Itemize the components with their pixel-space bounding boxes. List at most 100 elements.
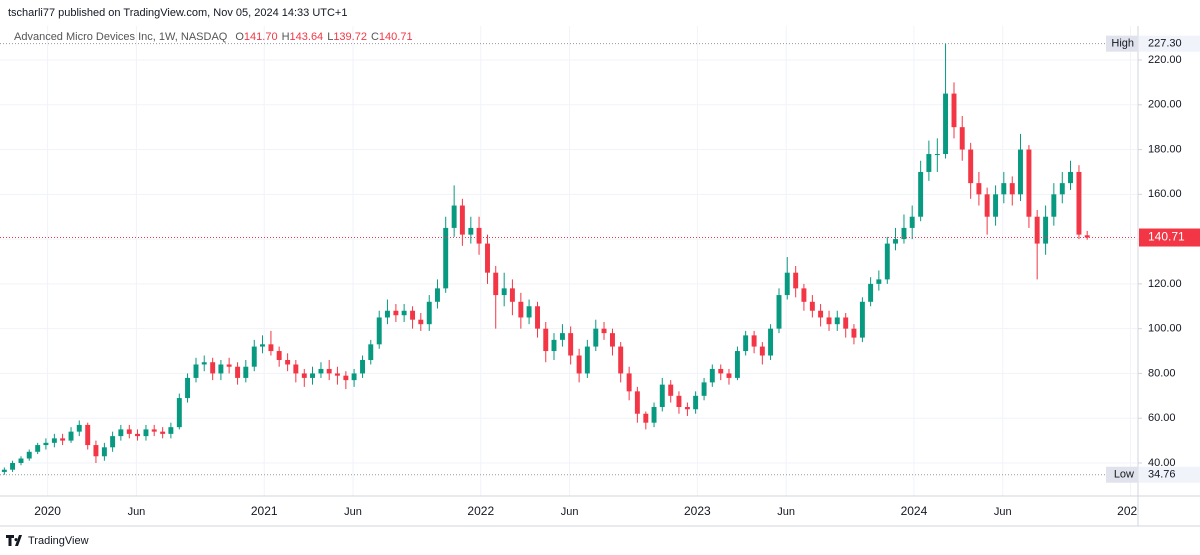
candle-body [485, 243, 490, 273]
candle-body [909, 216, 915, 228]
candle-body [401, 310, 407, 316]
candle-body [201, 362, 207, 365]
marker-value-box [1139, 466, 1200, 483]
marker-value: 227.30 [1148, 38, 1182, 50]
candle-body [384, 310, 390, 318]
candle-body [176, 398, 182, 428]
x-tick-label: 2025 [1117, 504, 1144, 518]
x-tick-label: 2023 [684, 504, 711, 518]
candle-body [543, 328, 549, 352]
candle-body [118, 429, 124, 437]
candle-body [418, 319, 424, 325]
candle-body [351, 373, 357, 381]
marker-label-box [1106, 466, 1138, 483]
candle-body [1059, 183, 1065, 195]
candle-body [518, 301, 524, 318]
x-tick-label: 2022 [467, 504, 494, 518]
candle-body [326, 368, 332, 374]
candle-body [10, 462, 16, 470]
last-price-box [1139, 228, 1200, 247]
y-axis: 40.0060.0080.00100.00120.00140.00160.001… [1138, 54, 1182, 469]
candle-body [509, 288, 515, 302]
ohlc-value: 140.71 [379, 31, 413, 43]
candle-body [1009, 183, 1015, 195]
candle-body [43, 442, 49, 446]
y-tick-label: 100.00 [1148, 323, 1182, 335]
candle-body [1043, 216, 1049, 244]
candle-body [726, 373, 732, 378]
candle-body [1076, 171, 1082, 235]
candle-body [85, 424, 91, 446]
candle-body [1018, 149, 1023, 195]
candle-body [668, 384, 674, 396]
candle-body [1034, 216, 1040, 244]
candle-body [934, 154, 940, 156]
ohlc-key: C [371, 31, 379, 43]
candle-body [135, 433, 140, 437]
candle-body [459, 205, 465, 235]
candle-body [310, 373, 315, 378]
y-tick-label: 40.00 [1148, 457, 1176, 469]
candle-body [768, 328, 774, 356]
candle-body [701, 382, 707, 396]
y-tick-label: 60.00 [1148, 412, 1176, 424]
candle-body [443, 227, 449, 289]
y-tick-label: 180.00 [1148, 143, 1182, 155]
candle-body [1084, 235, 1090, 238]
footer-logo [6, 535, 22, 546]
candle-body [601, 328, 607, 334]
candle-body [851, 328, 857, 338]
candle-body [584, 346, 590, 374]
x-tick-label: Jun [344, 506, 362, 518]
candle-body [618, 346, 624, 374]
candle-body [693, 395, 699, 410]
marker-label: Low [1114, 469, 1134, 481]
candle-body [535, 306, 540, 329]
candle-body [226, 364, 232, 367]
y-tick-label: 160.00 [1148, 188, 1182, 200]
y-tick-label: 80.00 [1148, 367, 1176, 379]
ohlc-key: H [282, 31, 290, 43]
candle-body [368, 344, 374, 360]
candle-body [168, 427, 174, 434]
x-tick-label: Jun [994, 506, 1012, 518]
candle-body [451, 205, 457, 228]
x-tick-label: Jun [777, 506, 795, 518]
candle-body [493, 272, 499, 296]
candle-body [468, 227, 474, 235]
candle-body [343, 375, 349, 381]
candle-body [676, 395, 682, 408]
candle-body [718, 368, 724, 374]
candle-body [360, 360, 366, 374]
marker-value-box [1139, 35, 1200, 52]
candle-body [709, 368, 715, 383]
candle-body [818, 310, 824, 318]
candle-body [426, 301, 432, 325]
y-tick-label: 220.00 [1148, 54, 1182, 66]
ohlc-value: 141.70 [244, 31, 278, 43]
plot [0, 26, 1137, 496]
marker-label-box [1106, 35, 1138, 52]
ohlc-key: L [327, 31, 333, 43]
candle-body [951, 93, 957, 128]
candle-body [210, 362, 216, 374]
candle-body [476, 227, 482, 244]
candle-body [943, 93, 949, 155]
footer: TradingView [28, 535, 89, 547]
candle-body [68, 431, 74, 441]
candle-body [976, 183, 982, 195]
candle-body [743, 335, 749, 352]
candle-body [1001, 183, 1007, 195]
candle-body [593, 328, 599, 347]
marker-label: High [1111, 38, 1134, 50]
candle-body [110, 436, 116, 448]
candle-body [18, 458, 24, 463]
candle-body [526, 306, 532, 318]
candle-body [809, 301, 815, 311]
x-tick-label: 2020 [34, 504, 61, 518]
x-axis: 2020 Jun 2021 Jun 2022 Jun 2023 Jun 2024 Jun 2025 [34, 504, 1144, 518]
candle-body [993, 194, 999, 217]
candle-body [151, 429, 157, 432]
candle-body [235, 366, 241, 378]
